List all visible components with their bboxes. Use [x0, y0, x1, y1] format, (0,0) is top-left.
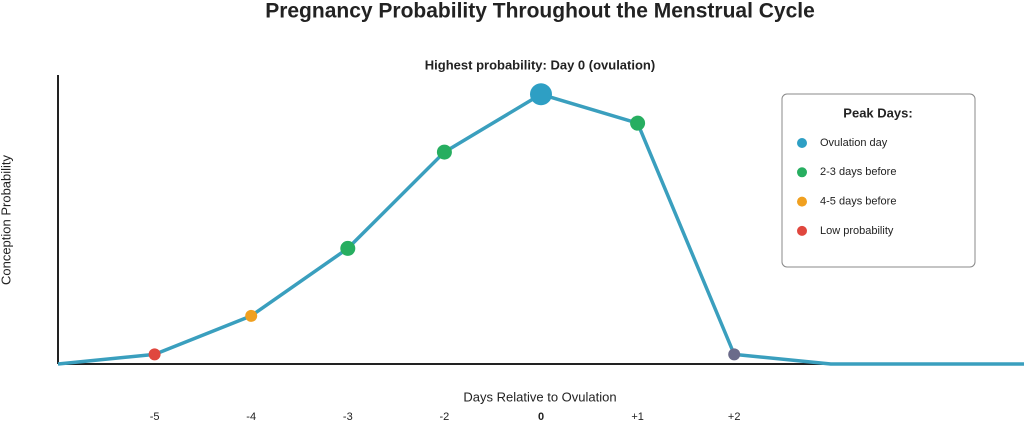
data-point	[728, 348, 741, 361]
data-point	[340, 240, 356, 256]
legend-label: 2-3 days before	[820, 166, 896, 178]
legend-marker	[797, 138, 807, 148]
chart-title: Pregnancy Probability Throughout the Men…	[265, 0, 815, 23]
data-point	[436, 144, 452, 160]
x-axis-label: Days Relative to Ovulation	[463, 389, 616, 404]
y-axis-label: Conception Probability	[0, 154, 13, 285]
legend-label: Low probability	[820, 225, 894, 237]
x-tick-label: -2	[440, 411, 450, 423]
x-tick-label: +1	[631, 411, 644, 423]
data-point	[630, 115, 646, 131]
legend-label: Ovulation day	[820, 137, 888, 149]
annotation: Highest probability: Day 0 (ovulation)	[425, 57, 655, 72]
data-point	[245, 309, 258, 322]
legend-label: 4-5 days before	[820, 196, 896, 208]
legend-marker	[797, 225, 807, 236]
legend-marker	[797, 167, 807, 178]
legend-title: Peak Days:	[843, 105, 912, 120]
data-point	[148, 348, 161, 361]
data-point	[530, 83, 552, 106]
x-tick-label: +2	[728, 411, 741, 423]
legend-box	[781, 93, 976, 268]
x-tick-label: -5	[150, 411, 160, 423]
x-tick-label: -3	[343, 411, 353, 423]
x-tick-label: 0	[538, 411, 544, 423]
x-tick-label: -4	[246, 411, 256, 423]
legend-marker	[797, 196, 807, 207]
